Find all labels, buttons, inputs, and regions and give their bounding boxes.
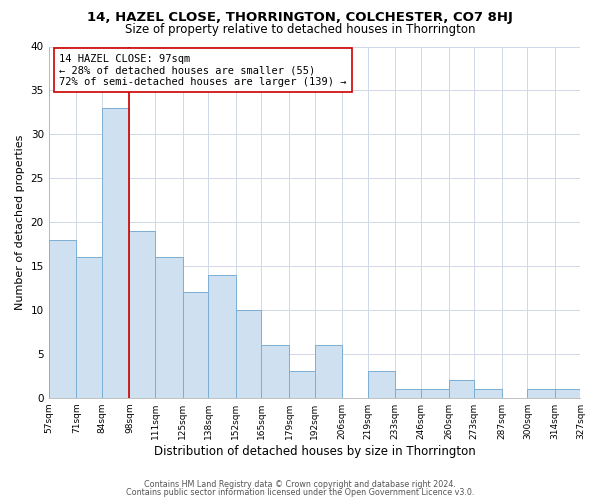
Text: Contains public sector information licensed under the Open Government Licence v3: Contains public sector information licen… xyxy=(126,488,474,497)
Bar xyxy=(262,345,289,398)
Bar xyxy=(49,240,76,398)
Bar xyxy=(449,380,474,398)
Bar xyxy=(289,372,314,398)
Bar xyxy=(102,108,130,398)
Bar xyxy=(555,389,580,398)
Bar xyxy=(314,345,342,398)
Bar xyxy=(368,372,395,398)
Bar xyxy=(76,257,102,398)
Bar xyxy=(130,231,155,398)
Bar xyxy=(527,389,555,398)
Bar xyxy=(208,275,236,398)
Bar xyxy=(155,257,182,398)
Y-axis label: Number of detached properties: Number of detached properties xyxy=(15,134,25,310)
Text: 14 HAZEL CLOSE: 97sqm
← 28% of detached houses are smaller (55)
72% of semi-deta: 14 HAZEL CLOSE: 97sqm ← 28% of detached … xyxy=(59,54,347,86)
Text: Size of property relative to detached houses in Thorrington: Size of property relative to detached ho… xyxy=(125,22,475,36)
Bar xyxy=(182,292,208,398)
Bar xyxy=(395,389,421,398)
X-axis label: Distribution of detached houses by size in Thorrington: Distribution of detached houses by size … xyxy=(154,444,475,458)
Bar xyxy=(474,389,502,398)
Bar xyxy=(421,389,449,398)
Text: Contains HM Land Registry data © Crown copyright and database right 2024.: Contains HM Land Registry data © Crown c… xyxy=(144,480,456,489)
Bar xyxy=(236,310,262,398)
Text: 14, HAZEL CLOSE, THORRINGTON, COLCHESTER, CO7 8HJ: 14, HAZEL CLOSE, THORRINGTON, COLCHESTER… xyxy=(87,11,513,24)
